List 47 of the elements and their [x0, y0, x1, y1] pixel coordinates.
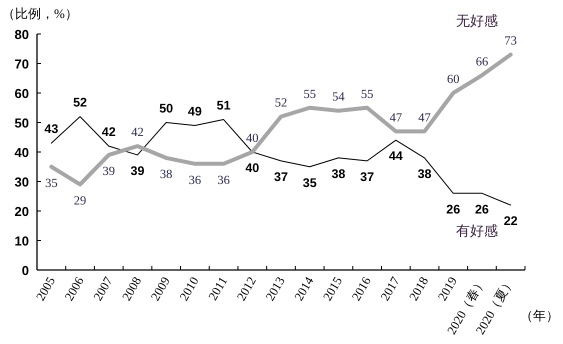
data-label: 36: [217, 172, 230, 187]
data-label: 47: [390, 110, 402, 124]
data-label: 26: [446, 202, 460, 216]
data-label: 40: [246, 131, 259, 145]
data-label: 42: [102, 125, 116, 140]
data-label: 50: [159, 102, 174, 116]
y-tick-label: 60: [14, 86, 29, 101]
data-label: 51: [216, 98, 231, 113]
data-label: 42: [131, 125, 144, 140]
data-label: 26: [474, 202, 489, 216]
data-label: 55: [360, 86, 374, 101]
data-label: 52: [274, 96, 288, 110]
data-label: 43: [44, 122, 58, 136]
data-label: 29: [74, 193, 86, 208]
data-label: 39: [102, 164, 116, 178]
data-label: 37: [360, 170, 374, 184]
data-label: 38: [418, 166, 432, 181]
data-label: 22: [504, 214, 518, 228]
data-label: 35: [302, 176, 317, 190]
data-label: 54: [332, 90, 346, 104]
x-axis-title: （年）: [520, 308, 559, 323]
data-label: 39: [130, 164, 144, 178]
data-label: 35: [45, 176, 58, 190]
text: 无好感: [456, 13, 498, 30]
data-label: 52: [73, 96, 88, 110]
data-label: 38: [331, 166, 346, 181]
data-label: 40: [245, 161, 260, 175]
y-tick-label: 70: [14, 56, 29, 72]
series-label: 有好感: [456, 223, 498, 240]
data-label: 60: [446, 72, 460, 86]
data-label: 55: [303, 86, 316, 101]
data-label: 49: [188, 104, 202, 118]
y-axis-title: （比例，%）: [2, 6, 78, 21]
data-label: 73: [504, 34, 517, 48]
data-label: 47: [418, 110, 431, 124]
y-tick-label: 0: [22, 263, 29, 278]
y-tick-label: 20: [14, 204, 29, 219]
data-label: 36: [188, 172, 202, 187]
data-label: 38: [160, 166, 172, 181]
y-tick-label: 30: [14, 174, 29, 190]
y-tick-label: 80: [14, 27, 29, 42]
y-tick-label: 40: [14, 145, 29, 160]
data-label: 66: [476, 54, 488, 68]
y-tick-label: 50: [14, 116, 29, 130]
y-tick-label: 10: [14, 234, 29, 248]
data-label: 44: [388, 149, 403, 164]
data-label: 37: [274, 170, 288, 184]
